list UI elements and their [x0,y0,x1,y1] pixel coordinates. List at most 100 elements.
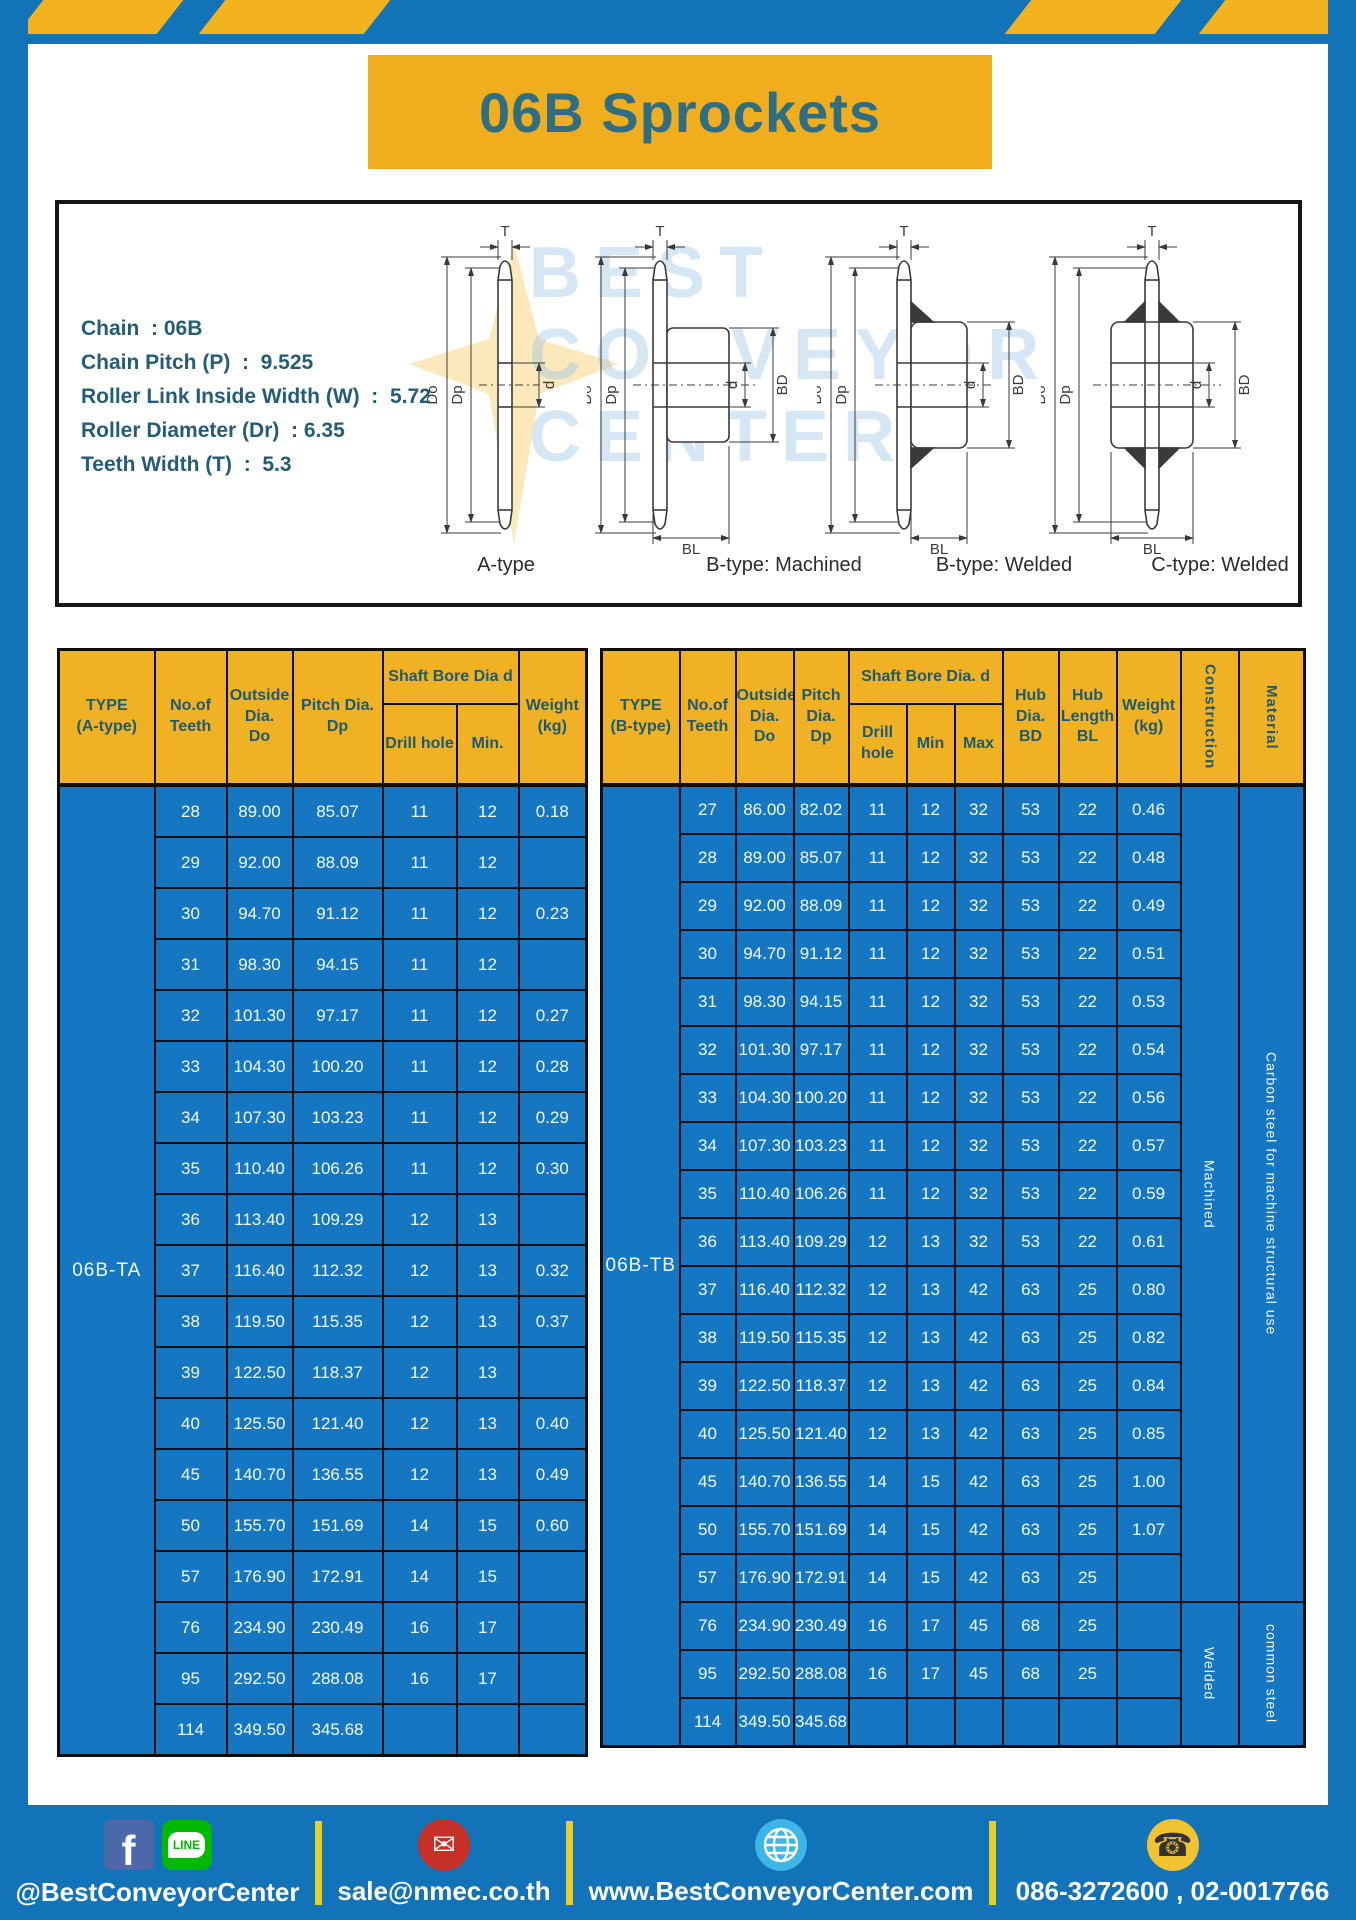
table-cell: 53 [1001,977,1060,1027]
table-cell: 13 [905,1265,956,1315]
table-cell: 12 [905,784,956,835]
table-cell: 85.07 [291,784,384,838]
table-cell: 32 [953,1121,1004,1171]
table-cell: 34 [678,1121,737,1171]
table-cell: 12 [905,1073,956,1123]
table-row: 30 94.70 91.12 11 12 0.23 [59,887,588,940]
table-cell [1115,1553,1182,1603]
table-cell: 122.50 [225,1346,294,1399]
table-row: 40 125.50 121.40 12 13 0.40 [59,1397,588,1450]
table-cell: 53 [1001,1073,1060,1123]
dim-label-bl: BL [930,541,948,555]
table-cell: 106.26 [291,1142,384,1195]
col-header-type: TYPE (B-type) [600,648,681,786]
table-cell: 104.30 [225,1040,294,1093]
table-cell: 31 [153,938,228,991]
col-header-teeth: No.of Teeth [678,648,737,786]
table-cell: 292.50 [225,1652,294,1705]
table-cell: 88.09 [291,836,384,889]
table-cell: 11 [381,887,458,940]
table-cell: 12 [905,833,956,883]
table-cell: 94.15 [792,977,850,1027]
table-row: 114 349.50 345.68 [59,1703,588,1757]
footer-social-section: f LINE @BestConveyorCenter [0,1805,315,1920]
dim-label-bd: BD [1010,374,1027,395]
phone-numbers: 086-3272600 , 02-0017766 [1015,1875,1330,1906]
globe-icon [755,1818,807,1871]
table-cell: 53 [1001,929,1060,979]
table-cell: 13 [455,1295,520,1348]
hazard-stripe [198,0,391,34]
email-icon: ✉ [418,1818,470,1871]
table-cell: 57 [678,1553,737,1603]
footer-social-icons: f LINE [103,1818,212,1872]
table-cell: 32 [953,784,1004,835]
table-cell: 121.40 [792,1409,850,1459]
table-cell: 115.35 [291,1295,384,1348]
table-cell [455,1703,520,1757]
table-cell: 0.27 [517,989,588,1042]
table-cell: 234.90 [225,1601,294,1654]
footer-website-section: www.BestConveyorCenter.com [573,1805,989,1920]
material-cell: Carbon steel for machine structural use [1237,784,1306,1603]
table-cell: 0.56 [1115,1073,1182,1123]
table-cell: 22 [1057,1025,1118,1075]
table-cell: 172.91 [291,1550,384,1603]
type-cell: 06B-TA [57,784,156,1757]
table-row: 95 292.50 288.08 16 17 45 68 25 [602,1649,1305,1699]
table-cell [1115,1649,1182,1699]
table-cell: 42 [953,1505,1004,1555]
table-cell [517,1703,588,1757]
table-cell: 349.50 [734,1697,795,1748]
col-header-pitch-dia: Pitch Dia. Dp [792,648,850,786]
table-cell: 288.08 [792,1649,850,1699]
table-cell: 0.53 [1115,977,1182,1027]
table-cell: 151.69 [792,1505,850,1555]
table-cell [381,1703,458,1757]
dim-label-d: d [724,381,741,389]
table-row: 37 116.40 112.32 12 13 42 63 25 0.80 [602,1265,1305,1315]
table-cell: 82.02 [792,784,850,835]
table-cell: 22 [1057,977,1118,1027]
table-cell: 12 [381,1448,458,1501]
table-b-type-sprockets: TYPE (B-type) No.of Teeth Outside Dia. D… [600,648,1307,1748]
footer-divider [566,1820,573,1905]
table-cell: 1.07 [1115,1505,1182,1555]
table-cell: 38 [153,1295,228,1348]
spec-line: Chain Pitch (P) : 9.525 [81,351,314,374]
col-header-min: Min. [455,703,520,786]
table-cell: 37 [153,1244,228,1297]
table-cell: 12 [381,1397,458,1450]
table-row: 06B-TA 28 89.00 85.07 11 12 0.18 [57,784,588,1757]
table-b-body: 06B-TB 27 86.00 82.02 11 12 32 53 22 0.46 Machined… [600,784,1306,1748]
table-cell: 116.40 [734,1265,795,1315]
table-row: 95 292.50 288.08 16 17 [59,1652,588,1705]
table-row: 45 140.70 136.55 14 15 42 63 25 1.00 [602,1457,1305,1507]
table-cell: 32 [953,1025,1004,1075]
table-cell: 12 [847,1313,908,1363]
table-cell: 34 [153,1091,228,1144]
table-cell: 0.61 [1115,1217,1182,1267]
table-cell: 11 [847,929,908,979]
table-cell: 13 [455,1397,520,1450]
col-header-outside-dia: Outside Dia. Do [734,648,795,786]
col-header-pitch-dia: Pitch Dia. Dp [291,648,384,786]
table-cell: 14 [381,1550,458,1603]
dim-label-d: d [1188,381,1205,389]
table-cell: 112.32 [291,1244,384,1297]
table-cell: 50 [153,1499,228,1552]
table-cell: 53 [1001,1169,1060,1219]
table-cell: 230.49 [792,1601,850,1651]
table-cell: 95 [678,1649,737,1699]
table-row: 32 101.30 97.17 11 12 0.27 [59,989,588,1042]
table-cell: 0.82 [1115,1313,1182,1363]
website-url: www.BestConveyorCenter.com [588,1875,974,1906]
phone-icon: ☎ [1146,1818,1199,1871]
table-cell: 345.68 [792,1697,850,1748]
table-cell: 13 [905,1361,956,1411]
left-frame [0,0,28,1810]
table-cell: 42 [953,1313,1004,1363]
table-cell: 12 [381,1244,458,1297]
table-cell: 33 [153,1040,228,1093]
table-cell: 63 [1001,1361,1060,1411]
